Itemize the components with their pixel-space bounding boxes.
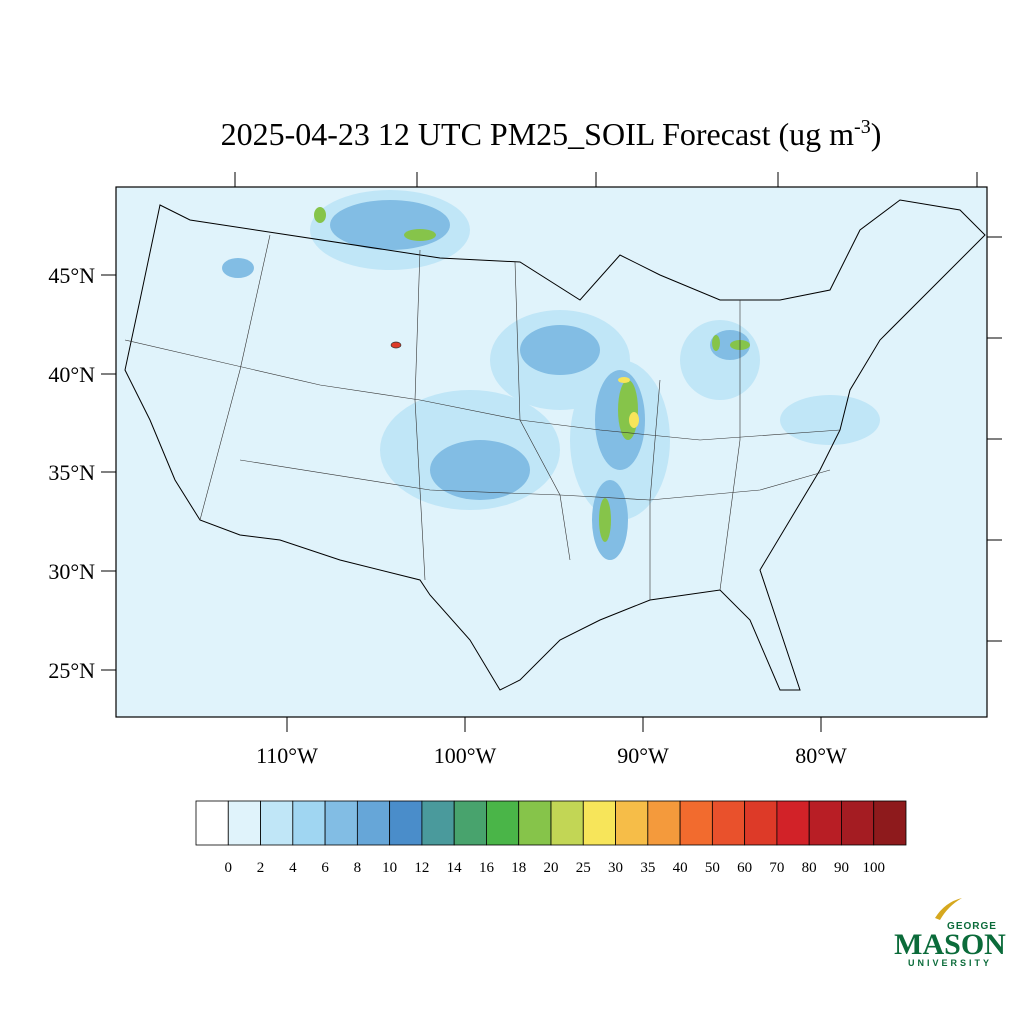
colorbar-box <box>260 800 294 846</box>
colorbar-label: 12 <box>414 860 429 876</box>
colorbar-label: 20 <box>544 860 559 876</box>
colorbar-box <box>711 800 746 846</box>
colorbar-label: 6 <box>321 860 329 876</box>
colorbar-box <box>453 800 487 846</box>
colorbar-label: 10 <box>382 860 397 876</box>
colorbar-box <box>679 800 713 846</box>
colorbar-label: 40 <box>673 860 688 876</box>
logo-mark <box>935 898 962 920</box>
colorbar-box <box>292 800 326 846</box>
title: 2025-04-23 12 UTC PM25_SOIL Forecast (ug… <box>221 116 882 152</box>
colorbar-label: 90 <box>834 860 849 876</box>
lon-label: 110°W <box>256 743 318 768</box>
pm-hotspot <box>390 341 402 349</box>
logo-main: MASON <box>894 928 1006 961</box>
colorbar-box <box>518 800 552 846</box>
lat-label: 45°N <box>48 263 95 288</box>
pm-field-peak <box>618 377 639 428</box>
colorbar-box <box>195 800 229 846</box>
colorbar-box <box>582 800 616 846</box>
colorbar-label: 2 <box>257 860 265 876</box>
logo-bottom: UNIVERSITY <box>908 958 992 968</box>
colorbar-box <box>324 800 358 846</box>
colorbar-label: 70 <box>769 860 784 876</box>
map <box>101 172 1002 732</box>
logo: GEORGE MASON UNIVERSITY <box>894 898 1006 968</box>
colorbar-box <box>841 800 875 846</box>
colorbar-box <box>486 800 520 846</box>
colorbar-box <box>615 800 649 846</box>
colorbar-label: 35 <box>640 860 655 876</box>
lon-label: 100°W <box>434 743 497 768</box>
colorbar-label: 50 <box>705 860 720 876</box>
map-frame <box>115 186 988 718</box>
colorbar-label: 8 <box>354 860 362 876</box>
colorbar-box <box>873 800 907 846</box>
colorbar-box <box>808 800 842 846</box>
colorbar-box <box>647 800 681 846</box>
lat-label: 35°N <box>48 460 95 485</box>
colorbar-label: 80 <box>802 860 817 876</box>
lat-label: 40°N <box>48 362 95 387</box>
colorbar-label: 4 <box>289 860 297 876</box>
lon-label: 80°W <box>795 743 847 768</box>
colorbar-label: 14 <box>447 860 463 876</box>
colorbar-label: 30 <box>608 860 623 876</box>
lat-label: 30°N <box>48 559 95 584</box>
title-text: 2025-04-23 12 UTC PM25_SOIL Forecast (ug… <box>221 116 855 152</box>
lat-label: 25°N <box>48 658 95 683</box>
colorbar-label: 25 <box>576 860 591 876</box>
axis-labels: 45°N 40°N 35°N 30°N 25°N 110°W 100°W 90°W 80°W <box>48 263 847 768</box>
title-close: ) <box>871 116 882 152</box>
country-outline <box>124 199 986 691</box>
colorbar-label: 100 <box>862 860 885 876</box>
state-lines <box>124 234 841 600</box>
colorbar-box <box>356 800 391 846</box>
frame-ticks <box>101 172 1002 732</box>
colorbar-label: 18 <box>511 860 526 876</box>
lon-label: 90°W <box>617 743 669 768</box>
logo-top: GEORGE <box>947 921 997 932</box>
title-superscript: -3 <box>854 116 871 138</box>
colorbar-label: 16 <box>479 860 495 876</box>
colorbar-box <box>776 800 810 846</box>
colorbar: 0 2 4 6 8 10 12 14 16 18 20 25 30 35 40 50 60 70 80 90 100 <box>195 800 907 876</box>
colorbar-box <box>550 800 584 846</box>
colorbar-label: 60 <box>737 860 752 876</box>
colorbar-box <box>227 800 261 846</box>
colorbar-box <box>744 800 778 846</box>
colorbar-box <box>421 800 455 846</box>
colorbar-label: 0 <box>225 860 233 876</box>
colorbar-box <box>389 800 423 846</box>
